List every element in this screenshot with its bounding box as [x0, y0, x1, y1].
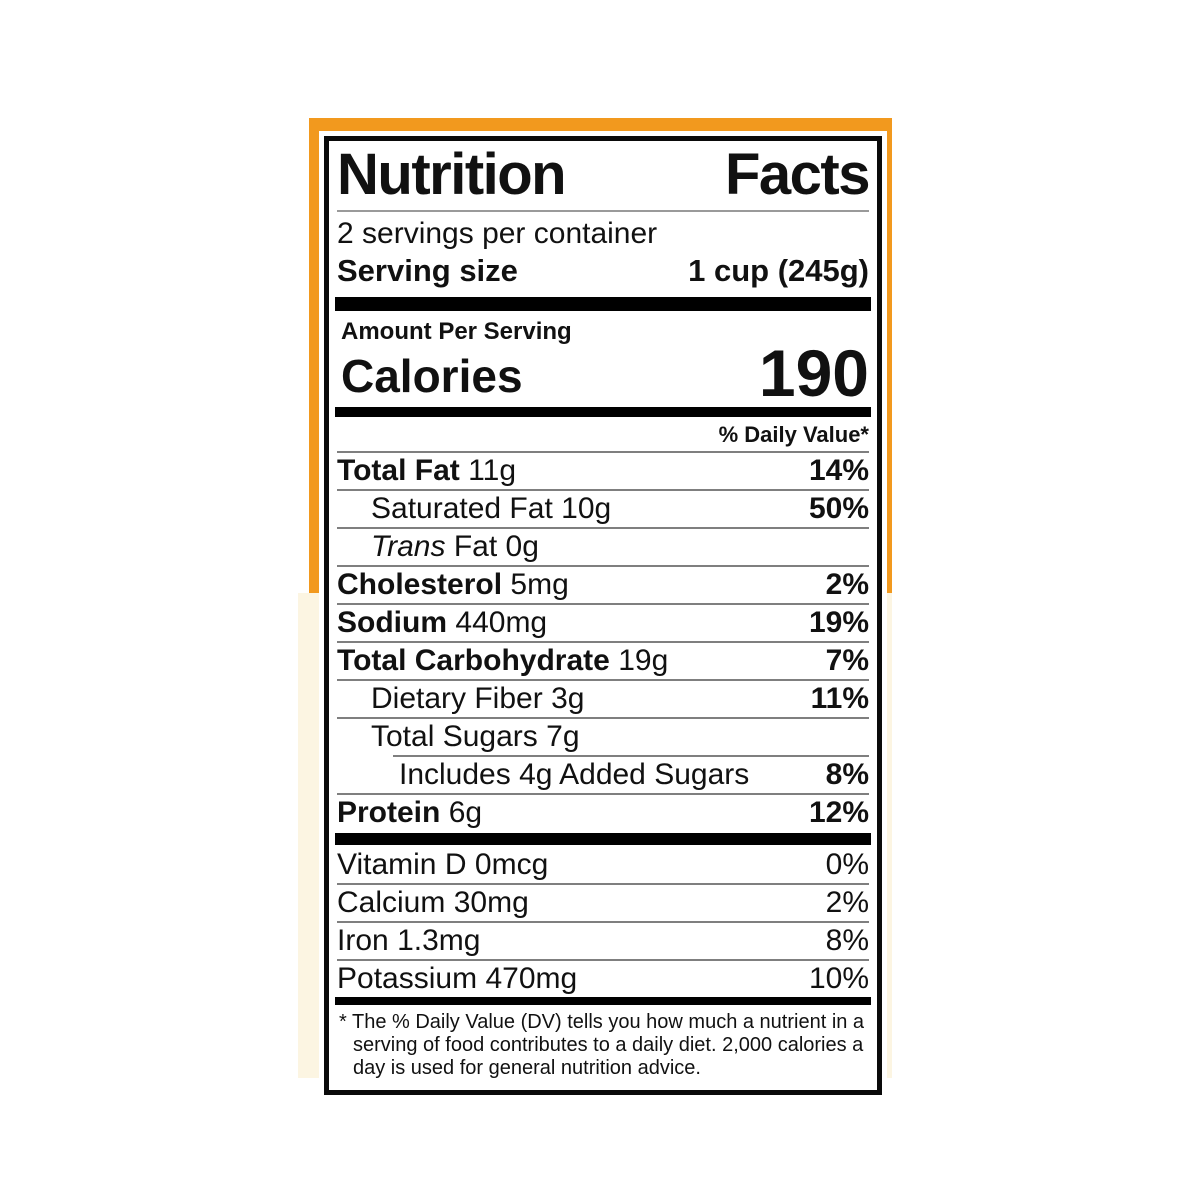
nutrient-row-total-carbohydrate: Total Carbohydrate 19g 7% — [337, 641, 869, 679]
thick-bar-protein — [335, 833, 871, 845]
vitamin-row-vitamin-d: Vitamin D 0mcg 0% — [337, 847, 869, 883]
nutrient-name: Cholesterol 5mg — [337, 568, 569, 601]
calories-value: 190 — [758, 336, 869, 410]
nutrient-row-cholesterol: Cholesterol 5mg 2% — [337, 565, 869, 603]
calories-row: Calories 190 — [337, 336, 869, 410]
vitamin-name: Potassium 470mg — [337, 962, 578, 995]
calories-label: Calories — [341, 350, 523, 402]
nutrient-dv: 50% — [808, 492, 869, 525]
nutrient-row-sodium: Sodium 440mg 19% — [337, 603, 869, 641]
vitamin-row-potassium: Potassium 470mg 10% — [337, 959, 869, 997]
vitamin-name: Iron 1.3mg — [337, 924, 481, 957]
nutrient-name: Sodium 440mg — [337, 606, 548, 639]
title-divider — [337, 210, 869, 212]
nutrient-name: Includes 4g Added Sugars — [399, 758, 750, 791]
nutrient-dv: 12% — [808, 796, 869, 829]
vitamin-dv: 2% — [825, 886, 869, 919]
serving-size-label: Serving size — [337, 253, 518, 288]
nutrient-row-total-fat: Total Fat 11g 14% — [337, 451, 869, 489]
serving-size-value: 1 cup (245g) — [688, 253, 869, 288]
nutrient-row-protein: Protein 6g 12% — [337, 793, 869, 831]
amount-per-serving-label: Amount Per Serving — [341, 318, 572, 345]
nutrient-dv: 8% — [825, 758, 869, 791]
thick-bar-top — [335, 297, 871, 311]
nutrient-dv: 14% — [808, 454, 869, 487]
nutrient-row-trans-fat: Trans Fat 0g — [337, 527, 869, 565]
daily-value-header: % Daily Value* — [718, 422, 869, 447]
nutrient-row-dietary-fiber: Dietary Fiber 3g 11% — [337, 679, 869, 717]
nutrient-name: Dietary Fiber 3g — [371, 682, 585, 715]
nutrient-name: Total Sugars 7g — [371, 720, 580, 753]
thick-bar-calories — [335, 407, 871, 417]
vitamin-row-calcium: Calcium 30mg 2% — [337, 883, 869, 921]
label-title: Nutrition Facts — [337, 142, 871, 207]
servings-per-container: 2 servings per container — [337, 217, 658, 250]
nutrient-row-saturated-fat: Saturated Fat 10g 50% — [337, 489, 869, 527]
nutrient-dv: 11% — [810, 682, 869, 715]
nutrient-name: Saturated Fat 10g — [371, 492, 612, 525]
nutrient-name: Total Fat 11g — [337, 454, 516, 487]
nutrient-dv: 19% — [808, 606, 869, 639]
vitamin-name: Calcium 30mg — [337, 886, 529, 919]
nutrient-row-total-sugars: Total Sugars 7g — [337, 717, 869, 755]
nutrition-label-box: Nutrition Facts 2 servings per container… — [324, 136, 882, 1095]
vitamin-row-iron: Iron 1.3mg 8% — [337, 921, 869, 959]
nutrition-label: Nutrition Facts 2 servings per container… — [319, 131, 887, 1100]
vitamin-dv: 8% — [825, 924, 869, 957]
nutrient-name: Total Carbohydrate 19g — [337, 644, 669, 677]
vitamin-dv: 0% — [825, 848, 869, 881]
nutrient-name: Protein 6g — [337, 796, 483, 829]
nutrient-row-added-sugars: Includes 4g Added Sugars 8% — [337, 755, 869, 793]
nutrient-name: Trans Fat 0g — [371, 530, 539, 563]
footnote: * The % Daily Value (DV) tells you how m… — [339, 1011, 865, 1079]
vitamin-name: Vitamin D 0mcg — [337, 848, 549, 881]
nutrient-dv: 2% — [825, 568, 869, 601]
serving-size-row: Serving size 1 cup (245g) — [337, 251, 869, 294]
nutrient-dv: 7% — [825, 644, 869, 677]
thick-bar-bottom — [335, 997, 871, 1005]
vitamin-dv: 10% — [808, 962, 869, 995]
